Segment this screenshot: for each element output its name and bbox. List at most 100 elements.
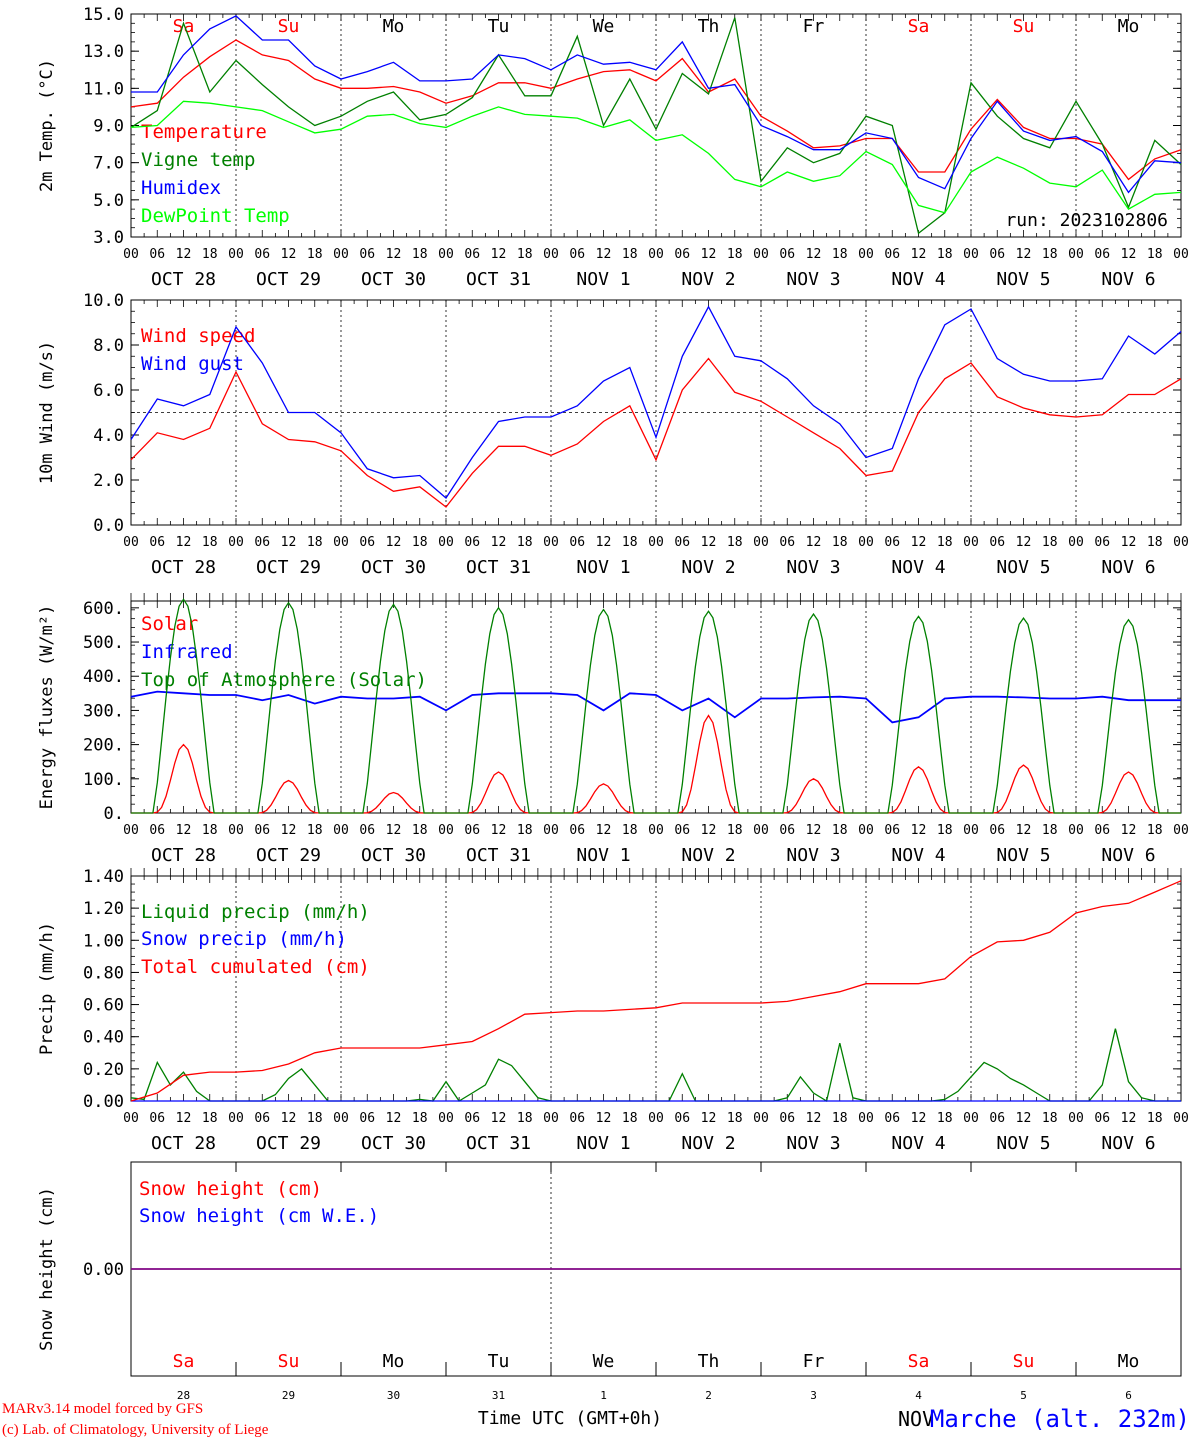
day-number-label: 31 [492, 1389, 505, 1402]
y-tick-label: 10.0 [83, 291, 124, 311]
hour-tick-label: 00 [543, 1111, 559, 1126]
legend-entry: Top of Atmosphere (Solar) [141, 669, 427, 691]
legend-entry: Wind speed [141, 325, 255, 347]
day-number-label: 6 [1125, 1389, 1132, 1402]
hour-tick-label: 06 [779, 823, 795, 838]
weekday-label: Tu [488, 16, 510, 37]
hour-tick-label: 12 [491, 1111, 507, 1126]
hour-tick-label: 00 [648, 1111, 664, 1126]
hour-tick-label: 18 [832, 247, 848, 262]
y-tick-label: 0.00 [83, 1092, 124, 1112]
date-label: NOV 6 [1101, 845, 1155, 866]
y-tick-label: 3.0 [93, 228, 124, 248]
hour-tick-label: 12 [701, 535, 717, 550]
date-label: NOV 1 [576, 845, 630, 866]
hour-tick-label: 12 [911, 247, 927, 262]
legend-entry: Humidex [141, 177, 221, 199]
date-label: NOV 1 [576, 557, 630, 578]
hour-tick-label: 12 [806, 535, 822, 550]
hour-tick-label: 12 [491, 247, 507, 262]
hour-tick-label: 06 [464, 823, 480, 838]
hour-tick-label: 06 [254, 247, 270, 262]
hour-tick-label: 00 [858, 823, 874, 838]
hour-tick-label: 00 [543, 823, 559, 838]
hour-tick-label: 00 [753, 1111, 769, 1126]
hour-tick-label: 06 [1094, 1111, 1110, 1126]
legend-entry: Solar [141, 613, 198, 635]
station-label: Marche (alt. 232m) [930, 1405, 1190, 1433]
hour-tick-label: 06 [1094, 247, 1110, 262]
date-label: NOV 5 [996, 845, 1050, 866]
hour-tick-label: 12 [386, 247, 402, 262]
day-number-label: 2 [705, 1389, 712, 1402]
date-label: NOV 4 [891, 557, 945, 578]
series-line-red [130, 357, 1182, 508]
hour-tick-label: 12 [911, 535, 927, 550]
hour-tick-label: 00 [438, 535, 454, 550]
y-axis-label: Energy fluxes (W/m²) [37, 605, 57, 810]
legend-entry: Liquid precip (mm/h) [141, 901, 370, 923]
weekday-label: Sa [908, 1351, 930, 1372]
hour-tick-label: 00 [963, 247, 979, 262]
hour-tick-label: 12 [1016, 247, 1032, 262]
hour-tick-label: 00 [963, 823, 979, 838]
weekday-label: Su [1013, 16, 1035, 37]
weekday-label: Sa [173, 16, 195, 37]
hour-tick-label: 18 [1042, 535, 1058, 550]
hour-tick-label: 00 [1173, 247, 1189, 262]
y-tick-label: 400. [83, 667, 124, 687]
hour-tick-label: 06 [464, 535, 480, 550]
weekday-label: Tu [488, 1351, 510, 1372]
hour-tick-label: 18 [937, 823, 953, 838]
hour-tick-label: 12 [491, 823, 507, 838]
weekday-label: Mo [1118, 16, 1140, 37]
hour-tick-label: 00 [858, 1111, 874, 1126]
legend-entry: Infrared [141, 641, 233, 663]
hour-tick-label: 18 [622, 823, 638, 838]
hour-tick-label: 12 [281, 823, 297, 838]
hour-tick-label: 18 [412, 1111, 428, 1126]
hour-tick-label: 12 [1121, 823, 1137, 838]
weekday-label: Th [698, 1351, 720, 1372]
series-line-blue [131, 15, 1182, 194]
hour-tick-label: 06 [674, 823, 690, 838]
hour-tick-label: 06 [884, 247, 900, 262]
y-tick-label: 2.0 [93, 471, 124, 491]
hour-tick-label: 18 [832, 823, 848, 838]
hour-tick-label: 00 [543, 247, 559, 262]
hour-tick-label: 12 [596, 1111, 612, 1126]
hour-tick-label: 18 [202, 823, 218, 838]
hour-tick-label: 00 [228, 247, 244, 262]
y-tick-label: 9.0 [93, 117, 124, 137]
run-label: run: 2023102806 [1005, 210, 1168, 231]
hour-tick-label: 00 [648, 535, 664, 550]
series-line-blue [130, 305, 1182, 499]
series-line-green [130, 1028, 1181, 1103]
hour-tick-label: 00 [1068, 535, 1084, 550]
date-label: NOV 6 [1101, 269, 1155, 290]
day-number-label: 30 [387, 1389, 400, 1402]
hour-tick-label: 12 [596, 823, 612, 838]
hour-tick-label: 06 [989, 535, 1005, 550]
date-label: OCT 28 [151, 1133, 216, 1154]
weekday-label: Fr [803, 1351, 825, 1372]
date-label: OCT 30 [361, 269, 426, 290]
y-tick-label: 8.0 [93, 336, 124, 356]
y-axis-label: 2m Temp. (°C) [37, 59, 57, 192]
hour-tick-label: 12 [806, 823, 822, 838]
hour-tick-label: 00 [333, 1111, 349, 1126]
hour-tick-label: 18 [517, 535, 533, 550]
y-axis-label: 10m Wind (m/s) [37, 341, 57, 484]
date-label: NOV 1 [576, 269, 630, 290]
hour-tick-label: 12 [281, 247, 297, 262]
hour-tick-label: 06 [779, 247, 795, 262]
hour-tick-label: 00 [123, 535, 139, 550]
hour-tick-label: 12 [596, 535, 612, 550]
date-label: NOV 4 [891, 269, 945, 290]
date-label: OCT 30 [361, 845, 426, 866]
hour-tick-label: 06 [989, 247, 1005, 262]
hour-tick-label: 00 [963, 535, 979, 550]
hour-tick-label: 00 [753, 535, 769, 550]
hour-tick-label: 12 [1121, 1111, 1137, 1126]
